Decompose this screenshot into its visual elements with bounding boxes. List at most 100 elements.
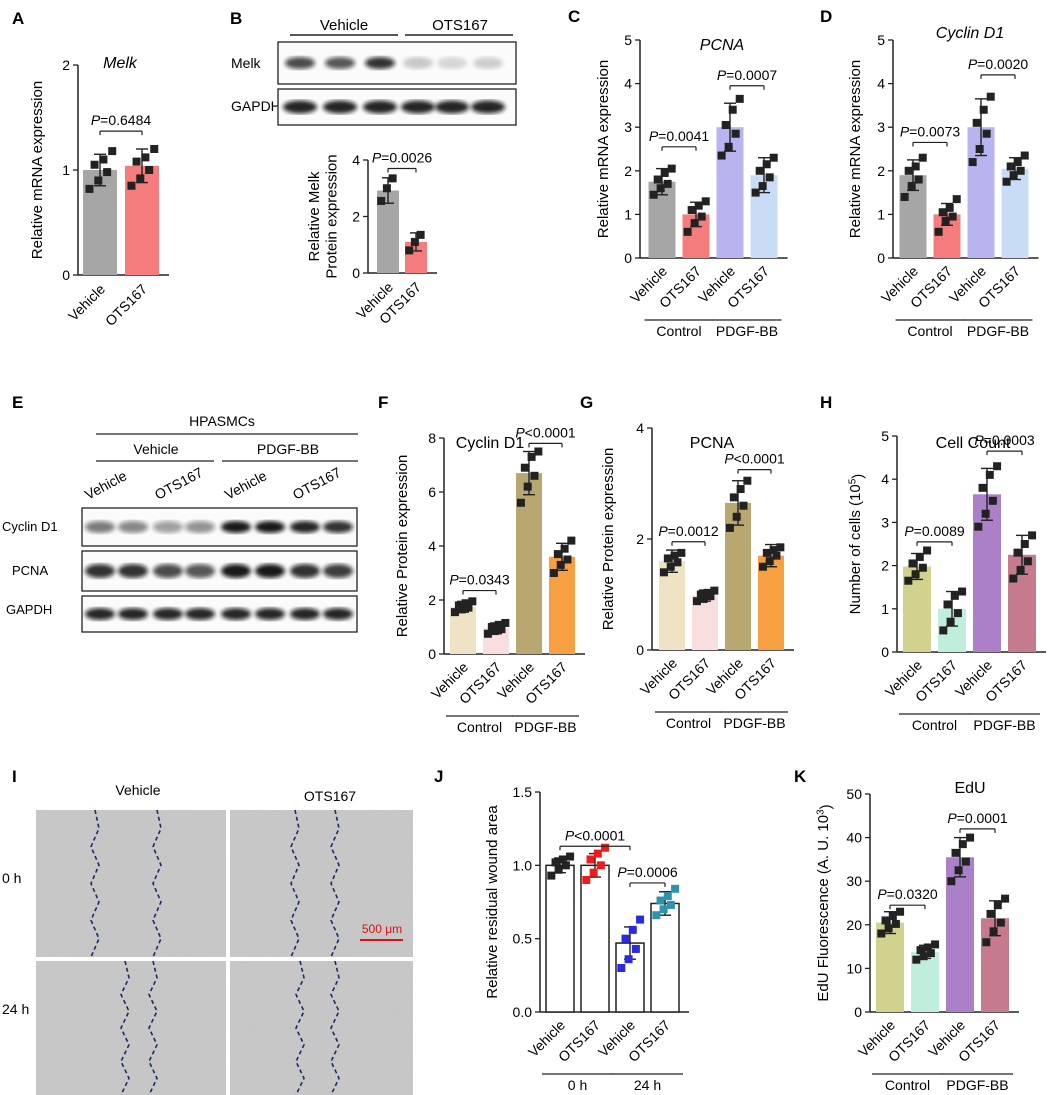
chart-f-ytick-label: 6	[428, 484, 436, 500]
chart-d-ytick-label: 0	[877, 250, 885, 266]
chart-k-point	[884, 924, 893, 933]
chart-g-point	[769, 546, 778, 555]
blot-b-row-gapdh: GAPDH	[231, 98, 281, 114]
chart-j-point	[617, 964, 626, 972]
blot-band	[323, 608, 353, 620]
chart-h-ytick-label: 3	[881, 514, 889, 530]
chart-c-pvalue-label: P=0.0041	[649, 128, 710, 144]
chart-f: Cyclin D1 0 2 4 6 8 Relative Protein expressio…	[394, 424, 585, 735]
chart-b-ytick-label: 2	[352, 209, 360, 225]
chart-g-point	[729, 493, 738, 502]
blot-e-lane-1: Vehicle	[82, 467, 130, 502]
chart-g-group-label: PDGF-BB	[723, 715, 785, 731]
chart-g-point	[692, 597, 701, 606]
chart-f-point	[560, 544, 569, 553]
chart-k-ytick-label: 0	[854, 1004, 862, 1020]
chart-d-title: Cyclin D1	[936, 25, 1004, 42]
chart-c-point	[660, 168, 669, 177]
blot-band	[290, 608, 320, 620]
chart-a-category-label: OTS167	[102, 281, 150, 329]
blot-band	[185, 521, 215, 533]
chart-a-point	[127, 181, 136, 190]
chart-k-ytick-label: 10	[846, 960, 862, 976]
chart-k-point	[877, 929, 886, 938]
chart-f-point	[530, 471, 539, 480]
chart-f-ytick-label: 0	[428, 646, 436, 662]
chart-d-point	[1002, 177, 1011, 186]
chart-c-pvalue-label: P=0.0007	[717, 67, 778, 83]
chart-c-ylabel: Relative mRNA expression	[595, 60, 612, 238]
chart-d-point	[941, 216, 950, 225]
chart-k-point	[896, 907, 905, 916]
chart-j-point	[593, 849, 602, 858]
chart-h-point	[1020, 540, 1029, 548]
blot-band	[290, 564, 320, 578]
chart-h-point	[988, 496, 997, 505]
blot-e-lane-2: OTS167	[152, 464, 206, 503]
chart-h-point	[946, 617, 955, 626]
chart-c-point	[697, 212, 706, 221]
chart-g-point	[699, 594, 708, 603]
blot-e-lane-4: OTS167	[290, 464, 344, 503]
chart-b-ylabel: Relative MelkProtein expression	[306, 154, 340, 278]
blot-band	[473, 57, 503, 69]
chart-a-point	[145, 166, 154, 174]
chart-b-bar	[377, 190, 399, 273]
chart-f-point	[497, 625, 506, 634]
chart-d-pvalue-label: P=0.0020	[968, 56, 1029, 72]
chart-h-ytick-label: 4	[881, 471, 889, 487]
blot-e-row-pcna: PCNA	[12, 563, 48, 578]
blot-b-group-vehicle: Vehicle	[320, 17, 368, 34]
chart-c-point	[649, 190, 658, 199]
panel-letter-g: G	[580, 393, 593, 412]
chart-f-point	[464, 603, 473, 612]
chart-k-ylabel: EdU Fluorescence (A. U. 103)	[815, 804, 834, 1001]
chart-k-ytick-label: 40	[846, 830, 862, 846]
chart-k-point	[954, 866, 963, 875]
chart-f-point	[567, 536, 576, 545]
blot-e-row-cyclin: Cyclin D1	[2, 519, 58, 534]
chart-j-bar	[580, 864, 610, 1013]
panel-letter-k: K	[794, 767, 807, 786]
wound-edge-line	[330, 960, 340, 1095]
chart-f-point	[563, 555, 572, 564]
blot-band	[85, 608, 115, 620]
chart-c-group-label: Control	[656, 323, 701, 339]
chart-j-point	[547, 871, 556, 880]
blot-band	[285, 57, 315, 69]
panel-letter-i: I	[12, 767, 17, 786]
blot-band	[118, 608, 148, 620]
chart-j-point	[656, 896, 665, 905]
micrographs-i: Vehicle OTS167 0 h 24 h 500 μm	[2, 782, 413, 1095]
chart-a-ytick-label: 1	[62, 162, 70, 178]
chart-c-point	[694, 201, 703, 210]
blot-band	[435, 100, 469, 114]
chart-h-point	[958, 587, 967, 596]
chart-c-point	[717, 151, 726, 160]
chart-f-point	[450, 608, 459, 617]
chart-b-ytick-label: 4	[352, 152, 360, 168]
chart-d-point	[948, 212, 957, 221]
chart-j-ytick-label: 0.5	[513, 931, 533, 947]
chart-j-point	[631, 944, 640, 953]
chart-a-point	[94, 176, 103, 185]
panel-letter-b: B	[230, 9, 242, 28]
chart-a-title: Melk	[103, 55, 138, 72]
chart-d-point	[968, 158, 977, 167]
chart-a-point	[141, 153, 150, 162]
wound-edge-line	[120, 960, 130, 1095]
chart-k-group-label: Control	[885, 1077, 930, 1093]
chart-j-group-label: 24 h	[634, 1077, 661, 1093]
panel-letter-h: H	[820, 393, 832, 412]
blot-band	[185, 608, 215, 620]
chart-a-point	[90, 160, 99, 169]
chart-h-point	[918, 563, 927, 572]
blot-band	[323, 521, 353, 533]
chart-j-point	[624, 955, 633, 964]
chart-j-point	[636, 915, 645, 924]
chart-j-point	[652, 911, 661, 920]
chart-k-point	[951, 848, 960, 857]
chart-c-point	[735, 94, 744, 103]
chart-g-pvalue-label: P<0.0001	[724, 451, 785, 467]
chart-f-pvalue-label: P<0.0001	[515, 424, 576, 440]
